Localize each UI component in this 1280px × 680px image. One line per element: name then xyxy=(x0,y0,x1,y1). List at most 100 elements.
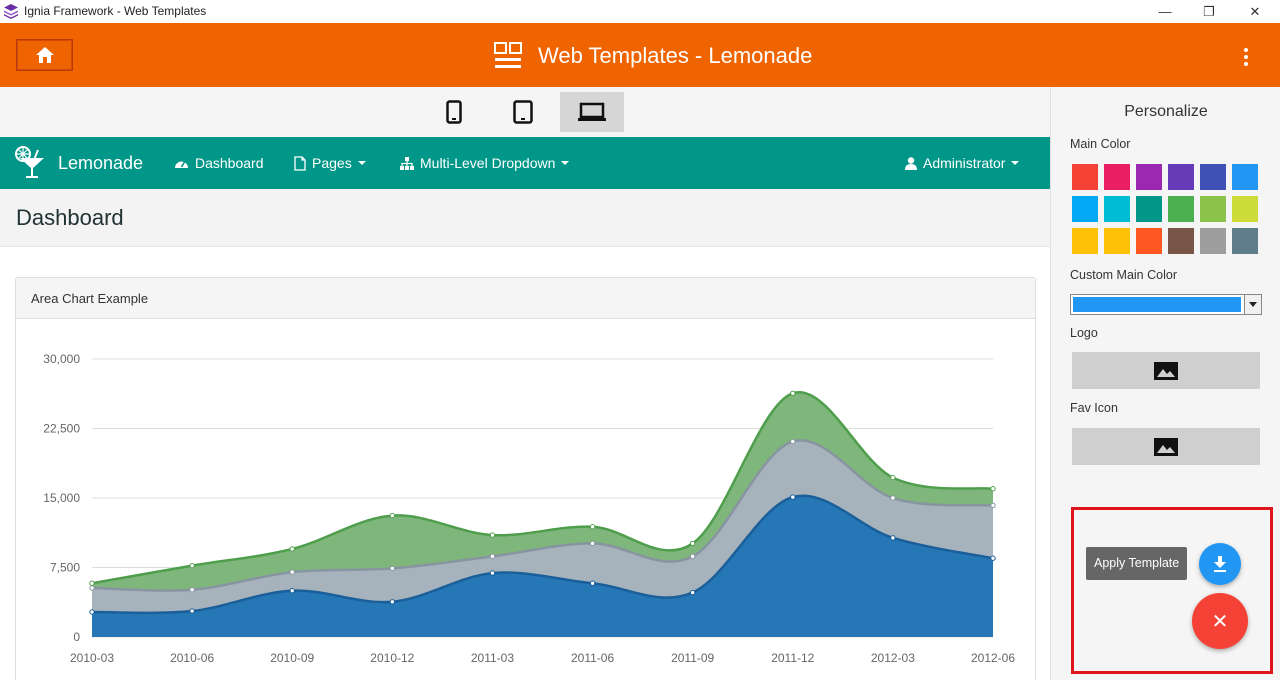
color-swatch[interactable] xyxy=(1136,164,1162,190)
y-tick-label: 0 xyxy=(73,630,80,644)
data-point xyxy=(990,486,996,492)
data-point xyxy=(189,562,195,569)
nav-multilevel-label: Multi-Level Dropdown xyxy=(420,155,556,171)
data-point xyxy=(589,524,596,530)
close-icon: ✕ xyxy=(1211,610,1229,633)
favicon-upload-button[interactable] xyxy=(1072,428,1260,465)
nav-pages[interactable]: Pages xyxy=(294,155,366,171)
data-point xyxy=(890,495,896,501)
data-point xyxy=(489,553,496,560)
tachometer-icon xyxy=(175,161,188,168)
personalize-title: Personalize xyxy=(1124,103,1208,120)
chevron-down-icon xyxy=(1244,295,1261,314)
color-swatch[interactable] xyxy=(1072,196,1098,222)
sitemap-icon xyxy=(400,156,414,170)
personalize-panel: Personalize Main Color Custom Main Color… xyxy=(1050,87,1280,680)
color-swatch[interactable] xyxy=(1200,196,1226,222)
data-point xyxy=(389,565,396,572)
logo-upload-button[interactable] xyxy=(1072,352,1260,389)
minimize-button[interactable]: — xyxy=(1142,0,1188,23)
data-point xyxy=(89,580,95,586)
color-swatch[interactable] xyxy=(1200,228,1226,254)
data-point xyxy=(990,555,996,561)
document-icon xyxy=(294,155,306,171)
data-point xyxy=(689,553,696,560)
card-title: Area Chart Example xyxy=(31,291,149,306)
data-point xyxy=(689,540,696,547)
area-chart-card: Area Chart Example 0 7,500 15,000 22,500 30,… xyxy=(15,277,1036,680)
data-point xyxy=(289,546,295,552)
nav-pages-label: Pages xyxy=(312,155,352,171)
download-icon xyxy=(1214,556,1226,572)
preview-brand-name: Lemonade xyxy=(58,152,144,173)
x-tick-label: 2011-03 xyxy=(471,651,514,665)
x-tick-label: 2010-06 xyxy=(170,651,214,665)
area-chart: 0 7,500 15,000 22,500 30,000 2010-03 2010-06 20… xyxy=(43,352,1015,665)
window-title: Ignia Framework - Web Templates xyxy=(24,4,207,18)
color-swatch[interactable] xyxy=(1200,164,1226,190)
app-logo-icon xyxy=(4,4,18,19)
data-point xyxy=(389,599,396,605)
phone-icon xyxy=(446,100,462,124)
x-tick-label: 2011-09 xyxy=(671,651,714,665)
x-tick-label: 2012-03 xyxy=(871,651,915,665)
close-window-button[interactable]: ✕ xyxy=(1232,0,1278,23)
apply-template-button[interactable] xyxy=(1199,543,1241,585)
custom-color-value xyxy=(1073,297,1241,312)
image-icon xyxy=(1154,361,1178,380)
x-tick-label: 2010-03 xyxy=(70,651,114,665)
page-title: Dashboard xyxy=(16,205,124,230)
color-swatch[interactable] xyxy=(1104,228,1130,254)
color-swatch[interactable] xyxy=(1104,164,1130,190)
data-point xyxy=(389,512,396,519)
data-point xyxy=(790,494,796,500)
chevron-down-icon xyxy=(1011,161,1020,165)
home-icon xyxy=(35,47,54,63)
data-point xyxy=(189,608,195,614)
color-swatch[interactable] xyxy=(1168,196,1194,222)
color-swatch[interactable] xyxy=(1136,196,1162,222)
phone-view-button[interactable] xyxy=(422,92,486,132)
data-point xyxy=(790,390,796,396)
color-swatch[interactable] xyxy=(1072,164,1098,190)
nav-multilevel[interactable]: Multi-Level Dropdown xyxy=(400,155,570,171)
data-point xyxy=(890,535,896,541)
highlight-box xyxy=(1071,507,1273,674)
desktop-view-button[interactable] xyxy=(560,92,624,132)
area-series-line xyxy=(91,391,994,585)
minimize-icon: — xyxy=(1158,4,1172,19)
color-swatch[interactable] xyxy=(1232,196,1258,222)
app-title-group: Web Templates - Lemonade xyxy=(494,41,812,71)
close-fab-button[interactable]: ✕ xyxy=(1192,593,1248,649)
color-swatch[interactable] xyxy=(1232,164,1258,190)
home-button[interactable] xyxy=(16,39,73,71)
color-swatch[interactable] xyxy=(1072,228,1098,254)
maximize-button[interactable]: ❐ xyxy=(1186,0,1232,23)
window-titlebar: Ignia Framework - Web Templates — ❐ ✕ xyxy=(0,0,1280,23)
color-swatch[interactable] xyxy=(1136,228,1162,254)
x-tick-label: 2010-09 xyxy=(270,651,314,665)
color-swatch[interactable] xyxy=(1104,196,1130,222)
menu-kebab-icon[interactable] xyxy=(1234,45,1258,69)
data-point xyxy=(189,587,195,593)
color-swatch[interactable] xyxy=(1168,164,1194,190)
tablet-icon xyxy=(513,100,533,124)
custom-color-picker[interactable] xyxy=(1070,294,1262,315)
nav-dashboard-label: Dashboard xyxy=(195,155,264,171)
app-header: Web Templates - Lemonade xyxy=(0,23,1280,87)
tablet-view-button[interactable] xyxy=(491,92,555,132)
logo-label: Logo xyxy=(1070,326,1098,340)
nav-dashboard[interactable]: Dashboard xyxy=(174,155,264,171)
y-tick-label: 7,500 xyxy=(50,561,80,575)
preview-brand[interactable]: Lemonade xyxy=(14,146,143,180)
x-tick-label: 2011-12 xyxy=(771,651,814,665)
data-point xyxy=(990,502,996,509)
color-swatches xyxy=(1072,164,1262,254)
custom-main-color-label: Custom Main Color xyxy=(1070,268,1177,282)
nav-user-menu[interactable]: Administrator xyxy=(905,155,1020,171)
template-preview: Lemonade Dashboard Pages Multi-Level Dro… xyxy=(0,137,1050,680)
y-tick-label: 22,500 xyxy=(43,422,80,436)
color-swatch[interactable] xyxy=(1168,228,1194,254)
data-point xyxy=(589,580,596,586)
color-swatch[interactable] xyxy=(1232,228,1258,254)
